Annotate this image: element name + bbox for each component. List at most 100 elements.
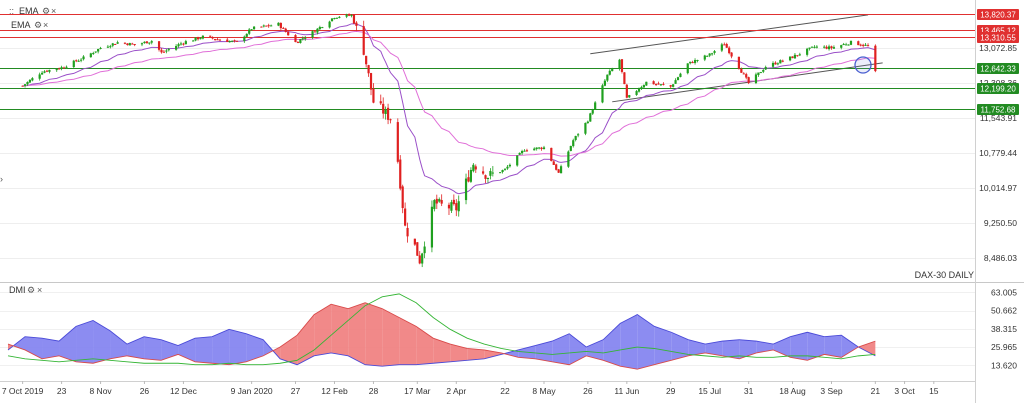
dmi-legend-close-icon[interactable]: × — [37, 285, 42, 295]
dmi-tick-label-0: 63.005 — [991, 287, 1017, 297]
dmi-legend-settings-icon[interactable]: ⚙ — [27, 285, 35, 295]
candle-body-155 — [550, 147, 553, 162]
candle-body-216 — [757, 72, 760, 76]
candle-body-120 — [430, 206, 434, 248]
candle-body-185 — [652, 81, 655, 85]
x-tick-label-21: 3 Oct — [894, 386, 915, 396]
candle-body-124 — [440, 200, 443, 204]
candle-body-170 — [601, 85, 604, 103]
dmi-fill-49 — [841, 335, 859, 358]
candle-body-134 — [474, 166, 477, 170]
candle-body-68 — [250, 29, 253, 31]
candle-body-40 — [157, 41, 161, 50]
x-tick-label-0: 7 Oct 2019 — [2, 386, 44, 396]
candle-body-239 — [832, 47, 836, 49]
candle-body-95 — [345, 14, 348, 17]
candle-body-97 — [350, 14, 353, 16]
candle-body-12 — [60, 67, 63, 69]
candle-body-57 — [213, 39, 217, 41]
dmi-fill-38 — [654, 326, 672, 365]
dmi-fill-44 — [756, 341, 774, 353]
candle-body-249 — [866, 45, 870, 47]
ema-legend-2-label: EMA — [11, 20, 31, 30]
candle-body-65 — [243, 36, 246, 42]
candle-body-229 — [798, 54, 801, 56]
candle-body-35 — [140, 43, 144, 45]
candle-body-115 — [413, 238, 416, 245]
candle-body-122 — [435, 198, 438, 204]
candle-body-45 — [175, 46, 178, 50]
candle-body-129 — [457, 201, 460, 212]
ema-legend-1-close-icon[interactable]: × — [51, 6, 56, 16]
dmi-fill-8 — [144, 336, 162, 361]
candle-body-149 — [525, 150, 529, 152]
candle-body-0 — [21, 85, 24, 87]
candle-body-197 — [691, 62, 694, 64]
dmi-fill-7 — [127, 336, 145, 359]
ema-legend-1-handle-icon[interactable]: :: — [9, 6, 14, 16]
dmi-fill-5 — [93, 320, 111, 364]
price-tick-label-0: 13,072.85 — [979, 43, 1017, 53]
candle-body-225 — [788, 56, 792, 61]
candle-body-118 — [421, 253, 424, 264]
candle-body-39 — [150, 41, 153, 43]
candle-body-161 — [569, 145, 572, 151]
candle-body-190 — [669, 85, 672, 87]
candle-body-11 — [58, 68, 61, 70]
candle-body-208 — [728, 47, 731, 54]
scroll-left-icon[interactable]: › — [0, 174, 3, 184]
dmi-fill-16 — [280, 335, 298, 365]
candle-body-174 — [611, 68, 614, 72]
candle-body-176 — [620, 59, 624, 72]
ema-legend-1-settings-icon[interactable]: ⚙ — [42, 6, 50, 16]
ema-legend-2-settings-icon[interactable]: ⚙ — [34, 20, 42, 30]
candle-body-125 — [447, 204, 451, 209]
candle-body-247 — [862, 44, 865, 46]
candle-body-83 — [301, 38, 304, 40]
candle-body-246 — [859, 44, 862, 46]
ema-legend-1[interactable]: :: EMA ⚙ × — [9, 6, 56, 16]
level-label-3: 12,642.33 — [980, 65, 1016, 74]
candle-body-3 — [28, 79, 32, 83]
price-tick-label-6: 8,486.03 — [984, 253, 1017, 263]
candle-body-41 — [160, 49, 163, 53]
dmi-legend[interactable]: DMI ⚙ × — [9, 285, 42, 295]
dmi-fill-24 — [416, 326, 434, 365]
dmi-fill-4 — [76, 320, 94, 364]
price-panel-background — [0, 0, 1024, 282]
candle-body-48 — [182, 43, 185, 45]
candle-body-121 — [433, 200, 436, 210]
candle-body-215 — [754, 74, 758, 84]
ema-legend-2[interactable]: EMA ⚙ × — [11, 20, 48, 30]
candle-body-18 — [79, 59, 83, 61]
ema-legend-2-close-icon[interactable]: × — [43, 20, 48, 30]
candle-body-76 — [279, 22, 282, 29]
candle-body-100 — [362, 26, 365, 55]
candle-body-236 — [825, 46, 828, 49]
candle-body-179 — [628, 95, 631, 98]
price-tick-label-2: 11,543.91 — [980, 113, 1017, 123]
dmi-tick-label-4: 13.620 — [991, 360, 1017, 370]
level-label-5: 11,752.68 — [981, 106, 1017, 115]
dmi-fill-35 — [603, 323, 621, 367]
candle-body-108 — [386, 107, 390, 120]
candle-body-228 — [796, 55, 799, 57]
candle-body-85 — [311, 31, 314, 38]
dmi-fill-22 — [382, 308, 400, 367]
candle-body-52 — [196, 37, 200, 40]
dmi-fill-11 — [195, 336, 213, 364]
trendline-0 — [590, 14, 869, 55]
x-tick-label-16: 15 Jul — [698, 386, 721, 396]
candle-body-5 — [38, 74, 41, 79]
candle-body-71 — [262, 25, 265, 27]
candle-body-105 — [379, 101, 382, 104]
x-tick-label-5: 9 Jan 2020 — [231, 386, 273, 396]
candle-body-199 — [696, 59, 699, 61]
candle-body-96 — [347, 14, 351, 16]
ema-fast-line — [22, 23, 876, 195]
level-label-2: 13,310.55 — [980, 34, 1016, 43]
candle-body-184 — [645, 81, 648, 86]
candle-body-132 — [469, 169, 473, 182]
candle-body-196 — [689, 61, 692, 64]
